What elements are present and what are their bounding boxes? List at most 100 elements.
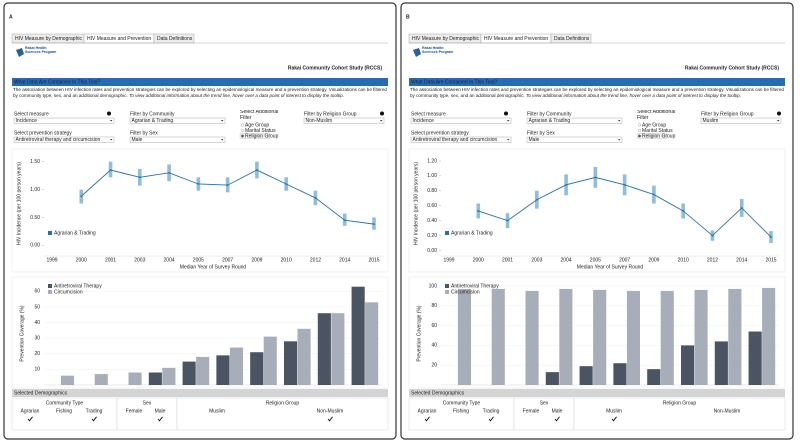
filter-label: Filter by Religion Group [304,111,357,117]
bar[interactable] [626,290,641,385]
info-icon[interactable] [107,111,111,116]
data-point[interactable] [80,195,83,198]
radio[interactable] [638,123,641,127]
bar[interactable] [128,372,142,385]
bar[interactable] [748,331,762,385]
dropdown[interactable] [303,117,385,124]
dropdown[interactable] [13,136,115,143]
bar[interactable] [457,288,472,385]
bar[interactable] [331,313,345,385]
bar[interactable] [250,352,264,385]
bar[interactable] [714,341,728,385]
radio[interactable] [638,134,641,138]
bar[interactable] [660,290,674,385]
data-point[interactable] [285,183,288,185]
data-point[interactable] [535,198,538,201]
info-icon[interactable] [380,111,384,116]
radio[interactable] [241,129,244,132]
bar[interactable] [148,372,162,385]
dropdown[interactable] [526,136,623,143]
radio[interactable] [241,134,244,138]
data-point[interactable] [477,210,480,212]
intro: The association between HIV infection ra… [410,87,784,98]
info-icon[interactable] [504,111,508,116]
legend-swatch [48,231,52,235]
data-point[interactable] [594,176,597,179]
data-point[interactable] [740,207,743,209]
data-point[interactable] [623,183,626,186]
data-point[interactable] [682,210,685,212]
dropdown[interactable] [129,117,226,124]
data-point[interactable] [226,184,229,187]
filter-label: Filter by Community [130,111,175,117]
filter-label: Select prevention strategy [14,130,72,136]
bar[interactable] [94,374,108,385]
dropdown[interactable] [526,117,623,124]
bar[interactable] [559,288,573,385]
radio-label: Marital Status [245,128,276,134]
bar[interactable] [525,290,539,385]
bar[interactable] [263,336,277,385]
bar[interactable] [196,356,210,385]
filter-label: Filter by Religion Group [701,111,754,117]
bar[interactable] [229,347,244,385]
bar[interactable] [216,355,230,385]
bar[interactable] [545,372,559,385]
dropdown-value: Agrarian & Trading [529,118,571,124]
group-name: Sex [143,400,152,406]
data-point[interactable] [770,236,772,238]
data-point[interactable] [343,219,346,222]
dropdown-arrow [221,120,224,122]
bar[interactable] [182,361,196,385]
tab-label: HIV Measure and Prevention [87,36,151,42]
dropdown[interactable] [700,117,782,124]
dropdown[interactable] [410,117,512,124]
dropdown-value: Male [132,137,143,143]
bar[interactable] [762,287,776,385]
data-point[interactable] [138,176,141,179]
chart-frame [408,276,786,389]
bar[interactable] [680,345,695,385]
bar[interactable] [694,289,708,385]
x-tick-label: 2009 [251,257,262,263]
bar[interactable] [647,369,661,385]
bar[interactable] [297,328,311,385]
bar[interactable] [351,286,365,385]
bar[interactable] [728,288,742,385]
bar[interactable] [365,302,379,385]
dropdown[interactable] [129,136,226,143]
demographics-bar [409,389,785,397]
data-point[interactable] [565,183,567,186]
dropdown[interactable] [410,136,512,143]
data-point[interactable] [711,234,714,237]
data-point[interactable] [256,169,258,171]
y-tick-label: 50 [34,304,40,310]
data-point[interactable] [197,183,200,185]
data-point[interactable] [314,197,317,199]
tab-label: HIV Measure and Prevention [484,36,548,42]
data-point[interactable] [168,171,170,174]
radio[interactable] [638,129,641,132]
demographics-title: Selected Demographics [14,391,68,397]
data-point[interactable] [653,193,655,196]
x-tick-label: 2004 [561,257,572,263]
info-icon[interactable] [777,111,781,116]
bar[interactable] [162,367,176,385]
bar[interactable] [283,341,298,385]
dropdown[interactable] [13,117,115,124]
bar[interactable] [593,289,607,385]
data-point[interactable] [109,169,112,171]
radio[interactable] [241,123,244,127]
filter-label: Filter by Sex [130,130,158,136]
data-point[interactable] [373,223,375,226]
bar[interactable] [60,375,75,385]
bar[interactable] [613,363,627,385]
data-point[interactable] [506,219,509,222]
bar[interactable] [317,313,331,385]
option-name: Agrarian [418,408,437,414]
filter-label: Filter by Sex [527,130,555,136]
bar[interactable] [579,366,593,385]
dropdown-arrow [380,120,383,122]
bar[interactable] [491,288,505,385]
